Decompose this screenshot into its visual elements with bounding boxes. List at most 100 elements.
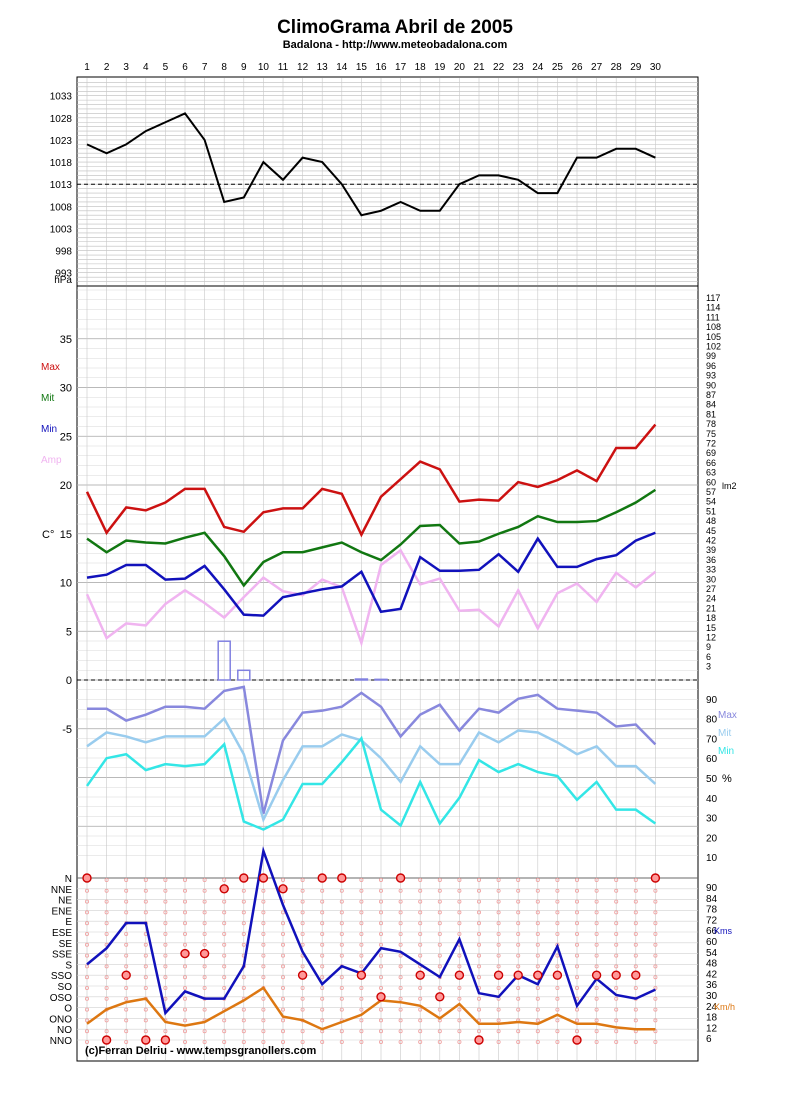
wind-frequency-dot bbox=[143, 942, 148, 947]
wind-frequency-dot bbox=[163, 1029, 168, 1034]
wind-direction-label: S bbox=[65, 960, 72, 971]
wind-frequency-dot bbox=[280, 1029, 285, 1034]
precipitation-tick-label: 102 bbox=[706, 342, 721, 352]
wind-frequency-dot bbox=[202, 921, 207, 926]
wind-frequency-dot bbox=[476, 1018, 481, 1023]
wind-frequency-dot bbox=[555, 921, 560, 926]
wind-direction-marker bbox=[415, 970, 425, 980]
wind-frequency-dot bbox=[437, 1029, 442, 1034]
wind-frequency-dot bbox=[222, 942, 227, 947]
wind-frequency-dot bbox=[457, 996, 462, 1001]
wind-frequency-dot bbox=[339, 899, 344, 904]
wind-frequency-dot bbox=[575, 953, 580, 958]
precipitation-tick-label: 12 bbox=[706, 633, 716, 643]
wind-frequency-dot bbox=[85, 1007, 90, 1012]
wind-frequency-dot bbox=[594, 932, 599, 937]
wind-direction-marker bbox=[199, 948, 210, 959]
humidity-tick-label: 40 bbox=[706, 794, 718, 805]
wind-frequency-dot bbox=[575, 910, 580, 915]
wind-frequency-dot bbox=[280, 953, 285, 958]
wind-frequency-dot bbox=[320, 964, 325, 969]
wind-frequency-dot bbox=[535, 1040, 540, 1045]
wind-frequency-dot bbox=[359, 1018, 364, 1023]
humidity-min-line bbox=[85, 735, 657, 831]
wind-frequency-dot bbox=[614, 932, 619, 937]
wind-tick-label: 42 bbox=[706, 969, 718, 980]
wind-frequency-dot bbox=[85, 932, 90, 937]
wind-frequency-dot bbox=[300, 996, 305, 1001]
precipitation-tick-label: 39 bbox=[706, 545, 716, 555]
wind-frequency-dot bbox=[614, 964, 619, 969]
wind-frequency-dot bbox=[222, 932, 227, 937]
temp-mit-line bbox=[86, 488, 657, 588]
wind-frequency-dot bbox=[104, 899, 109, 904]
wind-direction-marker bbox=[160, 1035, 171, 1045]
humidity-legend-item: Max bbox=[718, 710, 737, 721]
wind-frequency-dot bbox=[614, 1018, 619, 1023]
wind-frequency-dot bbox=[496, 1007, 501, 1012]
wind-frequency-dot bbox=[378, 942, 383, 947]
wind-direction-label: N bbox=[65, 874, 72, 885]
wind-frequency-dot bbox=[418, 1029, 423, 1034]
wind-frequency-dot bbox=[633, 888, 638, 893]
wind-frequency-dot bbox=[437, 942, 442, 947]
wind-frequency-dot bbox=[85, 1040, 90, 1045]
wind-frequency-dot bbox=[163, 921, 168, 926]
wind-frequency-dot bbox=[418, 878, 423, 883]
temperature-unit-label: C° bbox=[42, 529, 54, 541]
wind-direction-marker bbox=[376, 992, 386, 1002]
wind-frequency-dot bbox=[614, 942, 619, 947]
wind-frequency-dot bbox=[398, 975, 403, 980]
wind-frequency-dot bbox=[535, 986, 540, 991]
wind-frequency-dot bbox=[222, 921, 227, 926]
precipitation-tick-label: 54 bbox=[706, 497, 716, 507]
wind-frequency-dot bbox=[535, 1018, 540, 1023]
wind-frequency-dot bbox=[182, 964, 187, 969]
wind-frequency-dot bbox=[359, 996, 364, 1001]
wind-frequency-dot bbox=[182, 932, 187, 937]
wind-frequency-dot bbox=[594, 1040, 599, 1045]
wind-direction-marker bbox=[474, 1035, 484, 1045]
wind-kmh-unit-label: Km/h bbox=[714, 1002, 735, 1012]
wind-frequency-dot bbox=[339, 953, 344, 958]
wind-frequency-dot bbox=[614, 888, 619, 893]
wind-frequency-dot bbox=[359, 953, 364, 958]
wind-frequency-dot bbox=[85, 1018, 90, 1023]
wind-frequency-dot bbox=[398, 964, 403, 969]
wind-frequency-dot bbox=[104, 953, 109, 958]
wind-direction-label: SSO bbox=[51, 971, 72, 982]
wind-frequency-dot bbox=[320, 899, 325, 904]
wind-frequency-dot bbox=[261, 932, 266, 937]
wind-frequency-dot bbox=[143, 878, 148, 883]
wind-frequency-dot bbox=[104, 921, 109, 926]
wind-frequency-dot bbox=[202, 932, 207, 937]
wind-frequency-dot bbox=[496, 921, 501, 926]
pressure-unit-label: hPa bbox=[54, 275, 72, 286]
wind-frequency-dot bbox=[300, 878, 305, 883]
wind-frequency-dot bbox=[359, 1029, 364, 1034]
wind-direction-label: E bbox=[65, 917, 72, 928]
wind-frequency-dot bbox=[575, 942, 580, 947]
day-label: 25 bbox=[552, 62, 564, 73]
precipitation-tick-label: 78 bbox=[706, 419, 716, 429]
wind-frequency-dot bbox=[202, 1029, 207, 1034]
wind-frequency-dot bbox=[437, 899, 442, 904]
wind-frequency-dot bbox=[280, 1040, 285, 1045]
wind-frequency-dot bbox=[104, 932, 109, 937]
wind-frequency-dot bbox=[653, 953, 658, 958]
wind-frequency-dot bbox=[359, 899, 364, 904]
wind-frequency-dot bbox=[418, 1007, 423, 1012]
wind-direction-marker bbox=[356, 970, 367, 980]
wind-frequency-dot bbox=[575, 921, 580, 926]
wind-direction-marker bbox=[141, 1035, 151, 1045]
precipitation-bar bbox=[237, 669, 251, 681]
wind-frequency-dot bbox=[398, 921, 403, 926]
pressure-tick-label: 998 bbox=[55, 247, 72, 258]
precipitation-tick-label: 27 bbox=[706, 584, 716, 594]
wind-frequency-dot bbox=[418, 932, 423, 937]
precipitation-tick-label: 9 bbox=[706, 642, 711, 652]
wind-frequency-dot bbox=[241, 932, 246, 937]
wind-frequency-dot bbox=[575, 899, 580, 904]
wind-frequency-dot bbox=[476, 942, 481, 947]
wind-frequency-dot bbox=[575, 932, 580, 937]
